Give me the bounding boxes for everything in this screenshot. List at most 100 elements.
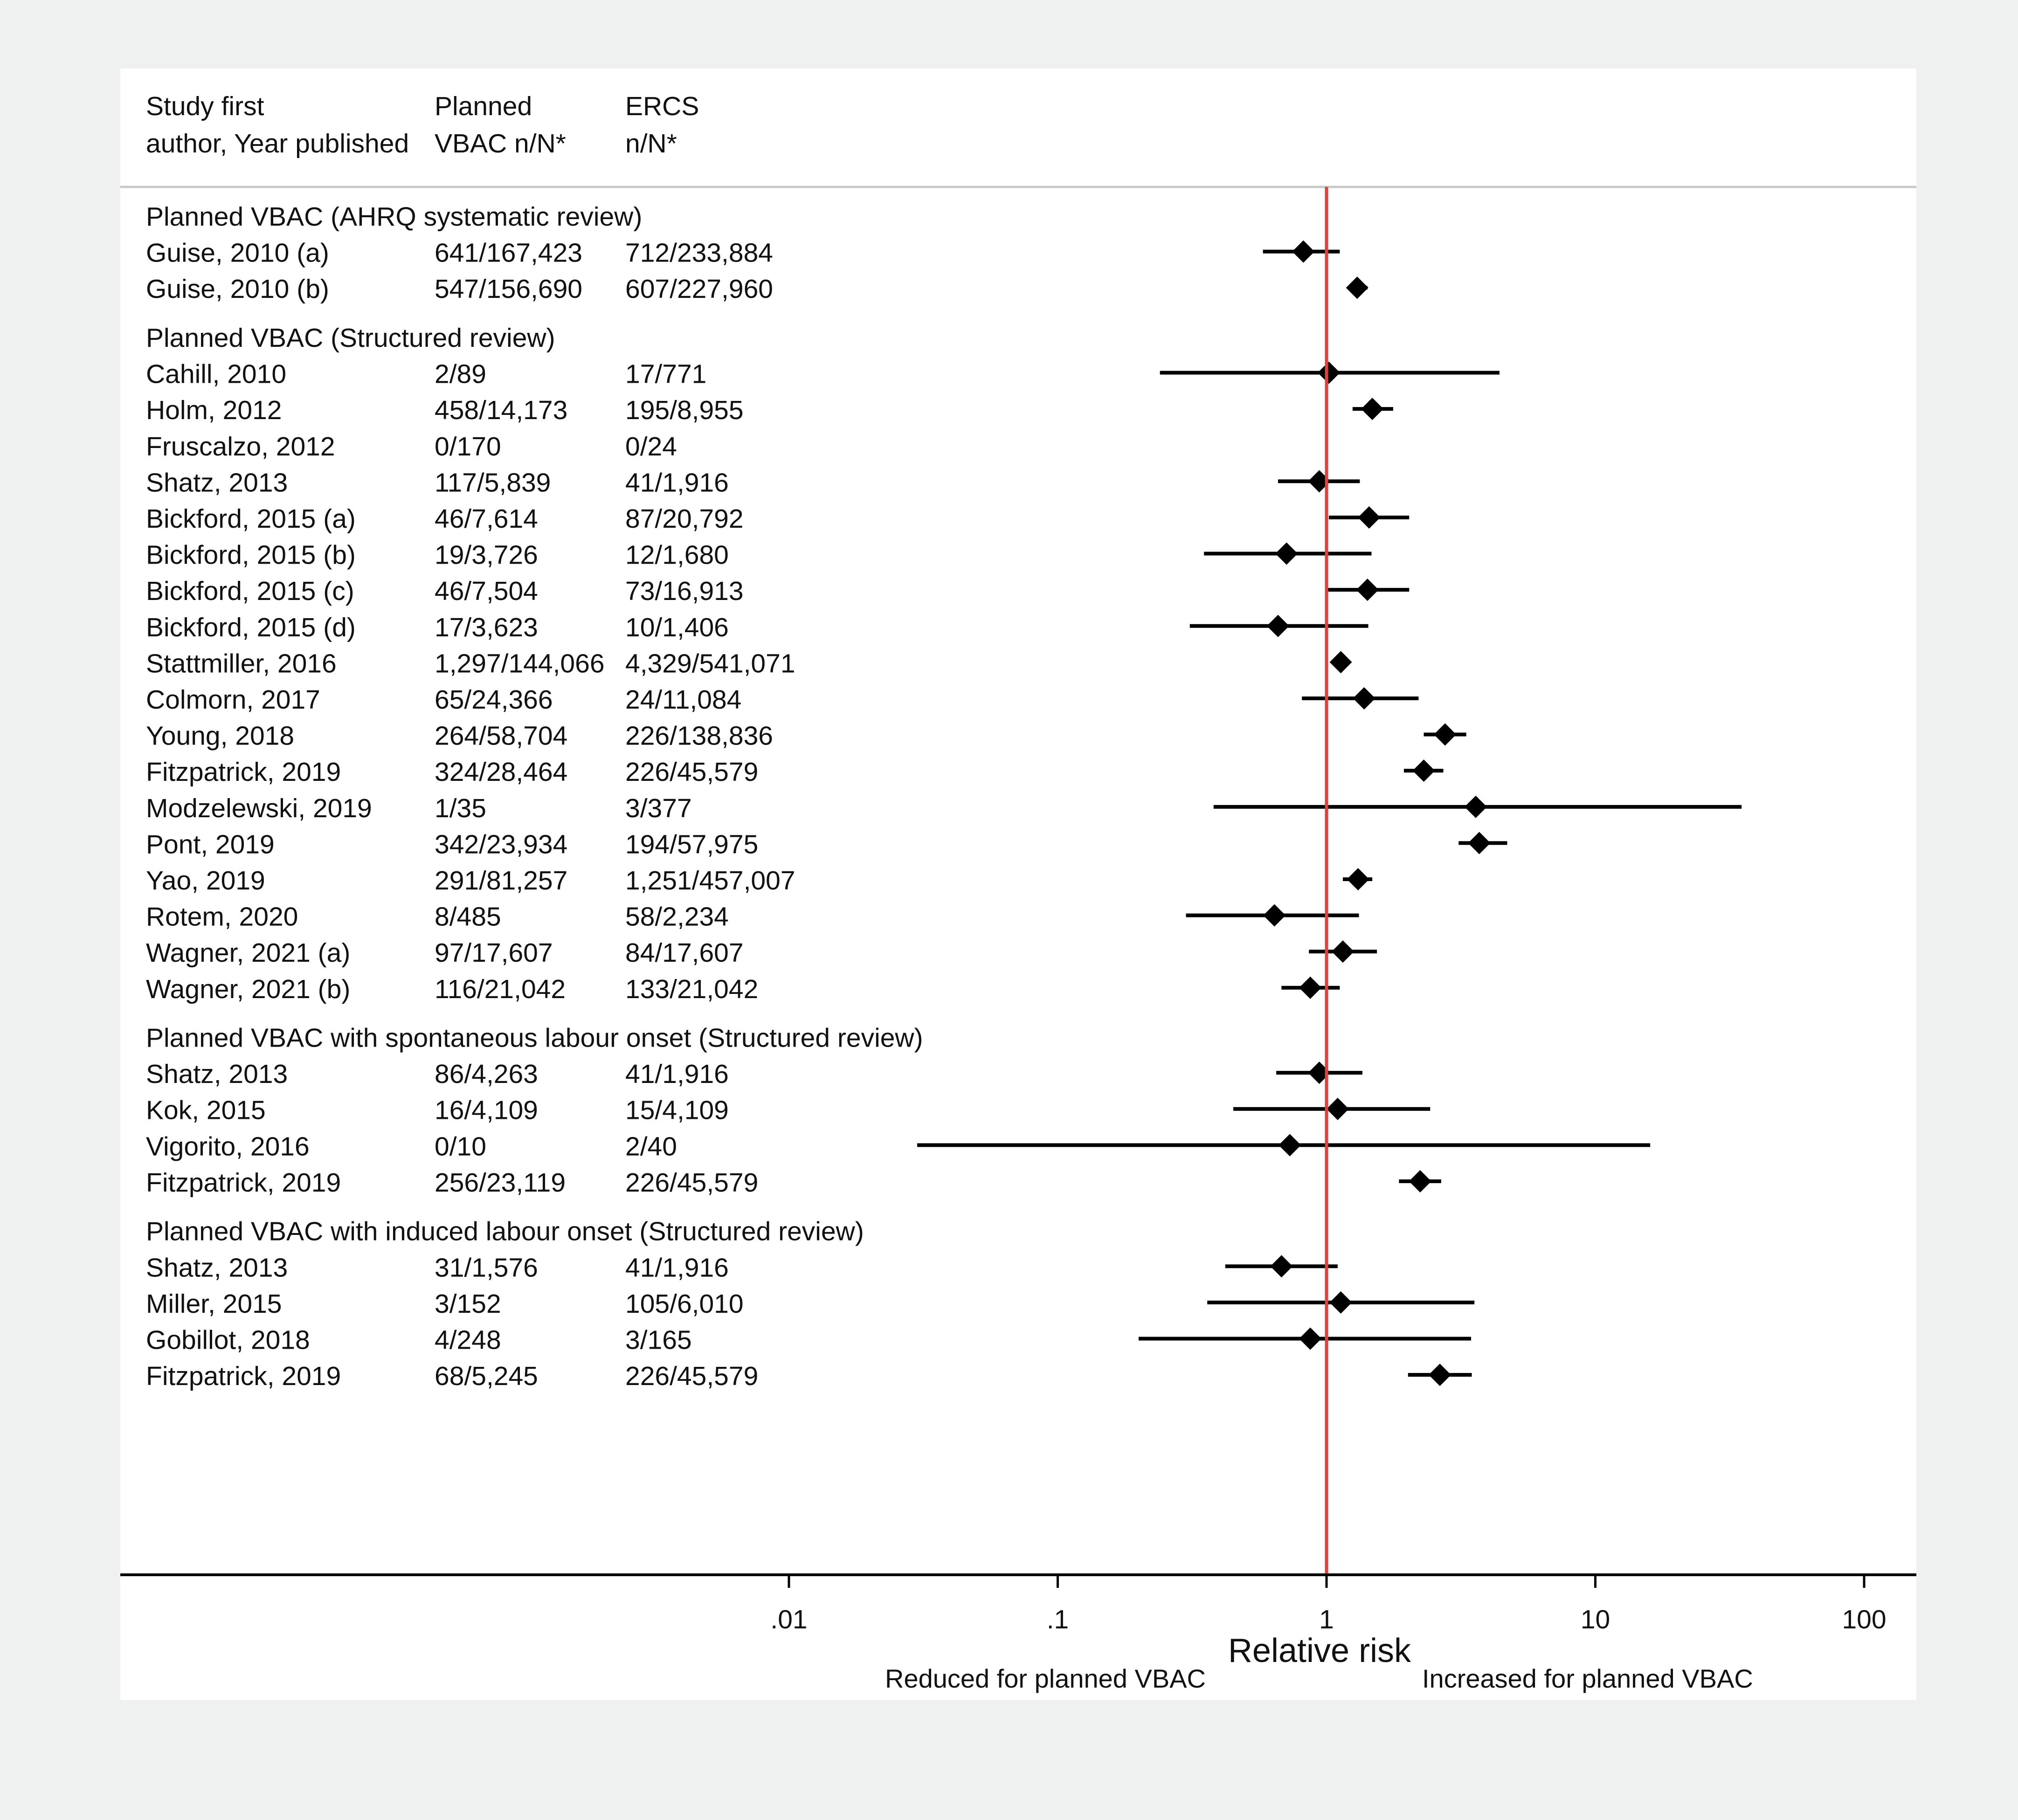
point-estimate — [1266, 614, 1289, 637]
vbac-count: 97/17,607 — [435, 938, 553, 968]
point-estimate — [1279, 1134, 1301, 1157]
vbac-count: 86/4,263 — [435, 1059, 538, 1089]
x-tick-label: .1 — [1047, 1605, 1069, 1634]
point-estimate — [1465, 795, 1487, 818]
study-label: Modzelewski, 2019 — [146, 793, 372, 823]
vbac-count: 547/156,690 — [435, 274, 582, 304]
ercs-count: 194/57,975 — [625, 829, 758, 859]
vbac-count: 17/3,623 — [435, 613, 538, 642]
x-tick-label: .01 — [770, 1605, 807, 1634]
ercs-count: 1,251/457,007 — [625, 866, 795, 896]
point-estimate — [1326, 1097, 1349, 1120]
vbac-count: 0/10 — [435, 1131, 486, 1161]
study-label: Shatz, 2013 — [146, 468, 288, 497]
vbac-count: 31/1,576 — [435, 1253, 538, 1282]
point-estimate — [1299, 976, 1322, 999]
header-vbac-line1: Planned — [435, 91, 532, 121]
point-estimate — [1361, 398, 1384, 421]
ercs-count: 133/21,042 — [625, 974, 758, 1004]
study-label: Fitzpatrick, 2019 — [146, 1361, 341, 1391]
x-axis: .01 .1 1 10 100 — [120, 1573, 1916, 1634]
study-label: Stattmiller, 2016 — [146, 648, 337, 678]
study-label: Cahill, 2010 — [146, 359, 286, 389]
x-tick-label: 100 — [1842, 1605, 1886, 1634]
ercs-count: 4,329/541,071 — [625, 648, 795, 678]
ercs-count: 105/6,010 — [625, 1289, 744, 1319]
ercs-count: 73/16,913 — [625, 576, 744, 606]
study-label: Fitzpatrick, 2019 — [146, 757, 341, 787]
group-title: Planned VBAC (AHRQ systematic review) — [146, 202, 642, 232]
ercs-count: 12/1,680 — [625, 540, 729, 570]
ercs-count: 3/165 — [625, 1325, 692, 1355]
study-label: Bickford, 2015 (c) — [146, 576, 354, 606]
vbac-count: 641/167,423 — [435, 238, 582, 268]
vbac-count: 68/5,245 — [435, 1361, 538, 1391]
panel-background — [120, 69, 1916, 1700]
vbac-count: 46/7,504 — [435, 576, 538, 606]
point-estimate — [1346, 276, 1368, 299]
vbac-count: 1,297/144,066 — [435, 648, 605, 678]
ercs-count: 10/1,406 — [625, 613, 729, 642]
point-estimate — [1434, 723, 1457, 746]
vbac-count: 16/4,109 — [435, 1096, 538, 1125]
study-label: Guise, 2010 (b) — [146, 274, 329, 304]
header-study-line2: author, Year published — [146, 129, 409, 159]
point-estimate — [1347, 868, 1369, 890]
vbac-count: 458/14,173 — [435, 395, 567, 425]
ercs-count: 226/45,579 — [625, 757, 758, 787]
ercs-count: 0/24 — [625, 432, 677, 462]
point-estimate — [1292, 240, 1315, 263]
ercs-count: 712/233,884 — [625, 238, 773, 268]
point-estimate — [1356, 579, 1379, 601]
x-tick-label: 1 — [1319, 1605, 1334, 1634]
study-label: Rotem, 2020 — [146, 902, 298, 932]
study-label: Shatz, 2013 — [146, 1059, 288, 1089]
ercs-count: 24/11,084 — [625, 685, 741, 715]
point-estimate — [1329, 651, 1352, 674]
study-label: Pont, 2019 — [146, 829, 275, 859]
ercs-count: 87/20,792 — [625, 504, 744, 534]
ercs-count: 226/45,579 — [625, 1168, 758, 1198]
point-estimate — [1353, 687, 1375, 710]
point-estimate — [1275, 542, 1298, 565]
vbac-count: 46/7,614 — [435, 504, 538, 534]
point-estimate — [1317, 361, 1340, 384]
study-label: Miller, 2015 — [146, 1289, 282, 1319]
study-label: Colmorn, 2017 — [146, 685, 320, 715]
point-estimate — [1412, 759, 1435, 782]
study-label: Bickford, 2015 (d) — [146, 613, 356, 642]
study-rows: Planned VBAC (AHRQ systematic review) Gui… — [146, 202, 1742, 1391]
vbac-count: 0/170 — [435, 432, 501, 462]
ercs-count: 41/1,916 — [625, 1059, 729, 1089]
ercs-count: 17/771 — [625, 359, 706, 389]
study-label: Young, 2018 — [146, 721, 294, 751]
vbac-count: 19/3,726 — [435, 540, 538, 570]
point-estimate — [1270, 1255, 1293, 1278]
vbac-count: 2/89 — [435, 359, 486, 389]
x-tick-label: 10 — [1581, 1605, 1610, 1634]
vbac-count: 256/23,119 — [435, 1168, 566, 1198]
study-label: Fruscalzo, 2012 — [146, 432, 335, 462]
group-title: Planned VBAC with induced labour onset (… — [146, 1217, 864, 1247]
table-header: Study first author, Year published Plann… — [146, 91, 699, 159]
ercs-count: 195/8,955 — [625, 395, 744, 425]
vbac-count: 324/28,464 — [435, 757, 567, 787]
vbac-count: 3/152 — [435, 1289, 501, 1319]
group-title: Planned VBAC (Structured review) — [146, 323, 555, 353]
study-label: Bickford, 2015 (a) — [146, 504, 356, 534]
study-label: Kok, 2015 — [146, 1096, 266, 1125]
vbac-count: 117/5,839 — [435, 468, 551, 497]
point-estimate — [1468, 832, 1491, 855]
ercs-count: 226/45,579 — [625, 1361, 758, 1391]
ercs-count: 58/2,234 — [625, 902, 729, 932]
point-estimate — [1429, 1364, 1451, 1386]
vbac-count: 65/24,366 — [435, 685, 553, 715]
vbac-count: 4/248 — [435, 1325, 501, 1355]
study-label: Wagner, 2021 (a) — [146, 938, 350, 968]
ercs-count: 41/1,916 — [625, 1253, 729, 1282]
study-label: Fitzpatrick, 2019 — [146, 1168, 341, 1198]
header-study-line1: Study first — [146, 91, 264, 121]
point-estimate — [1299, 1327, 1322, 1350]
study-label: Yao, 2019 — [146, 866, 265, 896]
vbac-count: 342/23,934 — [435, 829, 567, 859]
